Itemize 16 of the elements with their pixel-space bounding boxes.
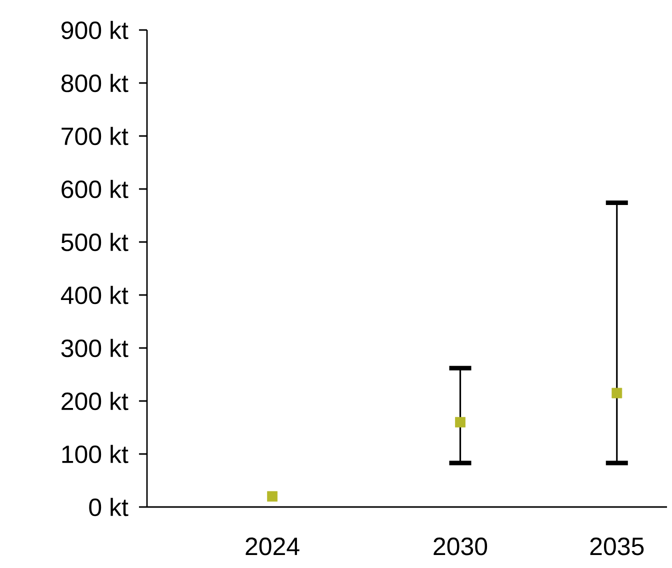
point [267, 491, 278, 502]
y-tick-label: 500 kt [61, 232, 128, 252]
point [455, 417, 466, 428]
y-tick-label: 600 kt [62, 180, 128, 198]
x-tick-label: 2024 [246, 538, 300, 556]
point [612, 388, 622, 398]
x-tick-label: 2035 [590, 538, 644, 556]
y-tick-label: 100 kt [62, 444, 128, 464]
y-tick-label: 700 kt [62, 126, 128, 146]
y-tick-label: 300 kt [61, 338, 128, 358]
y-tick-label: 0 kt [89, 498, 128, 516]
y-tick-label: 200 kt [62, 392, 128, 410]
y-tick-label: 400 kt [60, 286, 128, 304]
x-tick-label: 2030 [434, 538, 488, 556]
y-tick-label: 800 kt [61, 74, 128, 92]
y-tick-label: 900 kt [62, 20, 128, 40]
